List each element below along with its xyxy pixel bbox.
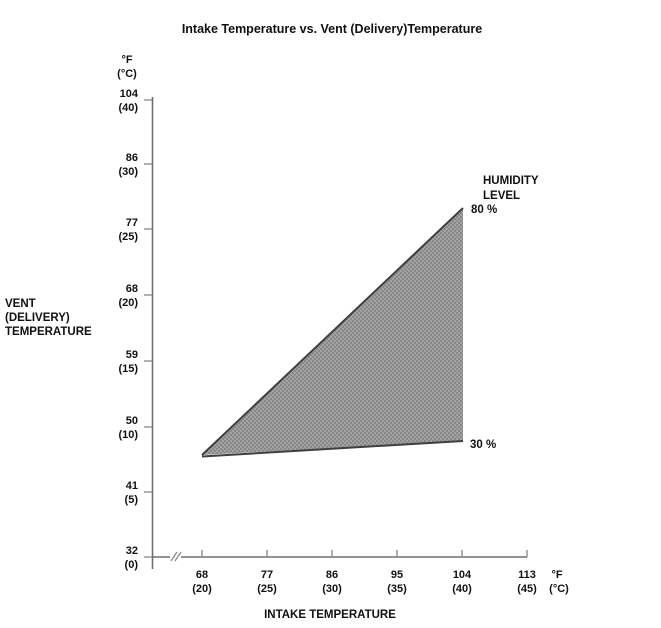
- y-axis-unit-f: °F: [121, 54, 132, 66]
- legend-title-line2: LEVEL: [483, 190, 520, 202]
- y-tick-label: 68: [126, 283, 138, 295]
- y-tick-label: (30): [118, 166, 138, 178]
- y-tick-label: (10): [118, 429, 138, 441]
- x-tick-label: (40): [452, 583, 472, 595]
- y-tick-label: (5): [125, 494, 139, 506]
- humidity-30-line: [201, 440, 464, 458]
- x-tick-label: (30): [322, 583, 342, 595]
- y-tick-labels: 104 (40) 86 (30) 77 (25) 68 (20) 59 (15)…: [118, 88, 138, 571]
- x-tick-label: 104: [453, 569, 472, 581]
- y-tick-label: 41: [126, 480, 138, 492]
- y-tick-label: (15): [118, 363, 138, 375]
- x-axis-unit-c: (°C): [549, 583, 569, 595]
- x-axis-title: INTAKE TEMPERATURE: [264, 609, 396, 621]
- series-label-30: 30 %: [470, 439, 496, 451]
- y-axis-unit-c: (°C): [117, 68, 137, 80]
- y-tick-label: (20): [118, 297, 138, 309]
- y-tick-label: (0): [125, 559, 139, 571]
- y-tick-label: (40): [118, 102, 138, 114]
- y-tick-label: (25): [118, 231, 138, 243]
- x-ticks: [201, 550, 528, 557]
- y-axis-title-line3: TEMPERATURE: [5, 326, 92, 338]
- legend-title-line1: HUMIDITY: [483, 175, 539, 187]
- y-tick-label: 86: [126, 152, 138, 164]
- x-tick-label: 95: [391, 569, 403, 581]
- x-tick-label: (35): [387, 583, 407, 595]
- series-label-80: 80 %: [471, 204, 497, 216]
- x-axis-break-icon: [170, 551, 182, 562]
- x-tick-label: 77: [261, 569, 273, 581]
- humidity-80-line: [201, 207, 464, 456]
- y-axis-title: VENT (DELIVERY) TEMPERATURE: [5, 298, 92, 338]
- x-tick-label: (45): [517, 583, 537, 595]
- y-axis-title-line2: (DELIVERY): [5, 312, 70, 324]
- x-tick-labels: 68 (20) 77 (25) 86 (30) 95 (35) 104 (40)…: [192, 569, 569, 595]
- x-tick-label: (20): [192, 583, 212, 595]
- y-tick-label: 77: [126, 217, 138, 229]
- y-ticks: [144, 99, 152, 558]
- x-axis-unit-f: °F: [551, 569, 562, 581]
- y-tick-label: 50: [126, 415, 138, 427]
- x-tick-label: 68: [196, 569, 208, 581]
- y-axis-title-line1: VENT: [5, 298, 36, 310]
- y-tick-label: 59: [126, 349, 138, 361]
- x-tick-label: (25): [257, 583, 277, 595]
- x-tick-label: 113: [518, 569, 536, 581]
- x-tick-label: 86: [326, 569, 338, 581]
- y-tick-label: 32: [126, 545, 138, 557]
- y-tick-label: 104: [120, 88, 139, 100]
- chart-title: Intake Temperature vs. Vent (Delivery)Te…: [182, 22, 482, 36]
